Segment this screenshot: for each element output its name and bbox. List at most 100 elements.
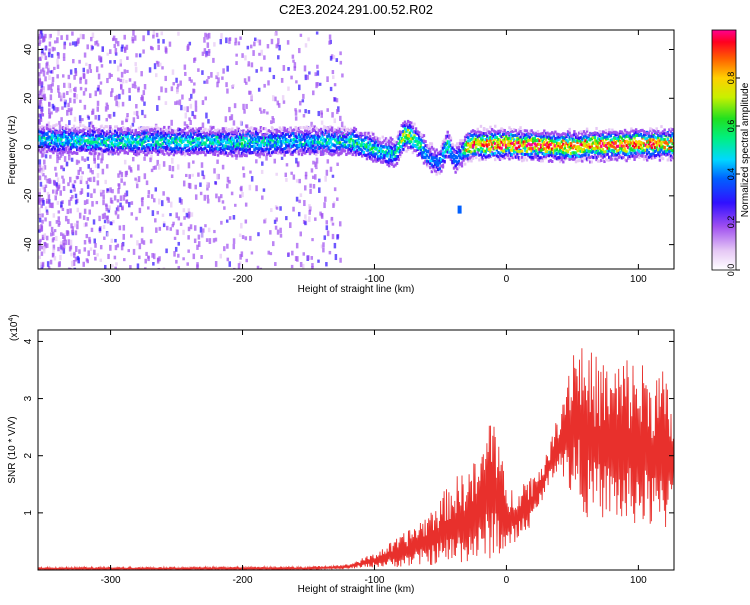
spectrogram-cell <box>288 141 291 145</box>
spectrogram-cell <box>235 139 239 143</box>
spectrogram-cell <box>541 144 544 148</box>
spectrogram-cell <box>639 151 643 155</box>
spectrogram-cell <box>153 63 157 70</box>
spectrogram-cell <box>256 139 259 143</box>
spectrogram-cell <box>302 137 305 141</box>
spectrogram-cell <box>646 148 649 152</box>
spectrogram-cell <box>72 144 76 148</box>
spectrogram-cell <box>140 129 144 133</box>
spectrogram-cell <box>296 127 299 131</box>
spectrogram-cell <box>549 158 552 162</box>
spectrogram-cell <box>158 150 161 154</box>
spectrogram-cell <box>281 126 285 130</box>
spectrogram-cell <box>159 131 163 135</box>
spectrogram-cell <box>99 132 103 136</box>
spectrogram-cell <box>61 106 64 110</box>
spectrogram-cell <box>289 144 293 148</box>
spectrogram-cell <box>244 55 247 61</box>
spectrogram-cell <box>437 151 440 155</box>
spectrogram-cell <box>571 133 575 137</box>
spectrogram-cell <box>258 52 261 56</box>
spectrogram-cell <box>310 144 313 148</box>
spectrogram-cell <box>164 48 168 54</box>
spectrogram-cell <box>628 143 632 147</box>
spectrogram-cell <box>573 138 576 142</box>
spectrogram-cell <box>330 216 334 221</box>
spectrogram-cell <box>552 139 556 143</box>
spectrogram-cell <box>266 147 269 151</box>
spectrogram-cell <box>54 166 57 171</box>
spectrogram-cell <box>196 244 199 250</box>
spectrogram-cell <box>114 48 118 54</box>
spectrogram-cell <box>63 101 67 108</box>
spectrogram-cell <box>266 130 269 134</box>
spectrogram-cell <box>206 33 209 40</box>
spectrogram-cell <box>82 128 85 132</box>
spectrogram-cell <box>241 53 244 58</box>
spectrogram-cell <box>228 106 231 113</box>
spectrogram-cell <box>413 139 416 143</box>
spectrogram-cell <box>576 149 579 153</box>
spectrogram-cell <box>90 147 93 151</box>
spectrogram-cell <box>220 147 223 151</box>
spectrogram-cell <box>476 147 480 151</box>
spectrogram-cell <box>259 129 263 133</box>
spectrogram-cell <box>342 138 345 142</box>
spectrogram-cell <box>614 133 617 137</box>
spectrogram-cell <box>69 239 73 246</box>
spectrogram-cell <box>584 134 587 138</box>
spectrogram-cell <box>638 130 641 134</box>
spectrogram-cell <box>479 124 483 128</box>
spectrogram-cell <box>83 52 87 58</box>
spectrogram-cell <box>311 144 315 148</box>
spectrogram-cell <box>405 143 408 147</box>
spectrogram-cell <box>299 126 302 130</box>
spectrogram-cell <box>178 128 182 132</box>
spectrogram-cell <box>63 235 66 241</box>
spectrogram-cell <box>579 136 582 140</box>
spectrogram-cell <box>378 146 381 150</box>
spectrogram-cell <box>323 144 326 148</box>
spectrogram-cell <box>484 131 487 135</box>
spectrogram-cell <box>203 37 206 43</box>
spectrogram-cell <box>163 125 166 129</box>
spectrogram-cell <box>633 129 636 133</box>
spectrogram-cell <box>558 160 562 164</box>
spectrogram-cell <box>611 144 614 148</box>
spectrogram-cell <box>367 152 370 156</box>
spectrogram-cell <box>52 105 56 111</box>
spectrogram-cell <box>346 148 350 152</box>
spectrogram-cell <box>418 146 421 150</box>
spectrogram-cell <box>297 130 301 134</box>
spectrogram-cell <box>38 72 41 77</box>
spectrogram-cell <box>311 263 314 268</box>
spectrogram-cell <box>139 149 142 153</box>
spectrogram-cell <box>299 261 303 268</box>
spectrogram-cell <box>361 154 364 158</box>
spectrogram-cell <box>547 146 551 150</box>
spectrogram-cell <box>316 150 320 154</box>
spectrogram-cell <box>61 150 65 154</box>
spectrogram-cell <box>299 193 303 198</box>
spectrogram-cell <box>93 143 96 147</box>
spectrogram-cell <box>568 127 571 131</box>
spectrogram-cell <box>39 181 43 187</box>
spectrogram-cell <box>143 114 147 119</box>
spectrogram-cell <box>91 46 94 50</box>
spectrogram-cell <box>96 152 99 156</box>
spectrogram-cell <box>638 149 641 153</box>
spectrogram-cell <box>325 225 329 231</box>
spectrogram-cell <box>354 150 358 154</box>
spectrogram-cell <box>332 152 335 156</box>
spectrogram-cell <box>98 131 101 135</box>
spectrogram-cell <box>178 99 182 106</box>
spectrogram-cell <box>425 150 429 154</box>
spectrogram-cell <box>392 140 396 144</box>
spectrogram-cell <box>318 141 321 145</box>
spectrogram-cell <box>174 246 178 252</box>
spectrogram-cell <box>577 139 581 143</box>
spectrogram-cell <box>178 132 182 136</box>
spectrogram-cell <box>152 253 156 260</box>
spectrogram-cell <box>606 146 609 150</box>
spectrogram-cell <box>600 154 603 158</box>
